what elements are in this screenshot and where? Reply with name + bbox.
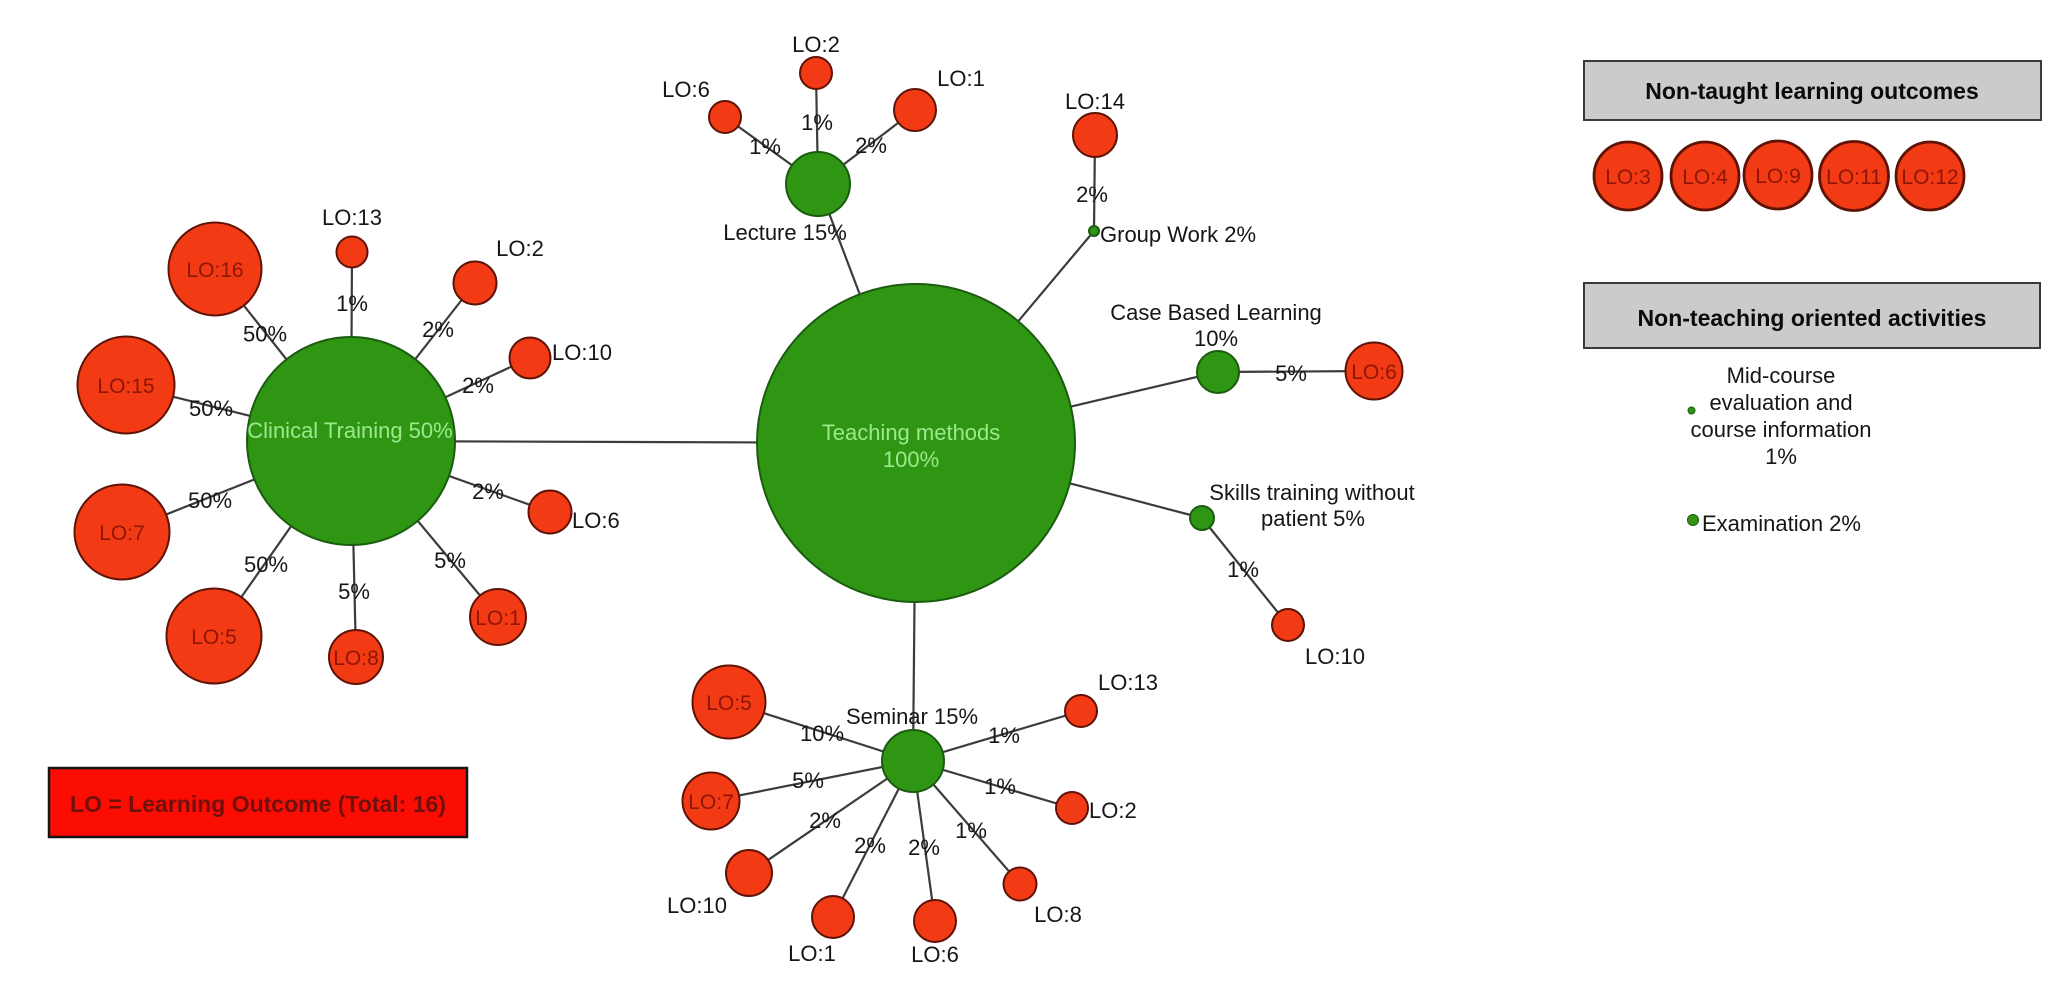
svg-text:2%: 2% [1076,182,1108,207]
svg-text:2%: 2% [472,479,504,504]
svg-text:LO:13: LO:13 [1098,670,1158,695]
svg-text:50%: 50% [188,488,232,513]
svg-text:LO:9: LO:9 [1755,165,1801,188]
svg-text:LO:2: LO:2 [1089,798,1137,823]
svg-text:LO:13: LO:13 [322,205,382,230]
svg-text:LO:16: LO:16 [186,259,243,282]
svg-text:LO:1: LO:1 [937,66,985,91]
svg-text:50%: 50% [244,552,288,577]
svg-text:course information: course information [1691,417,1872,442]
svg-text:1%: 1% [1765,444,1797,469]
svg-text:Lecture 15%: Lecture 15% [723,220,847,245]
svg-text:LO:11: LO:11 [1826,166,1882,189]
svg-text:LO:10: LO:10 [1305,644,1365,669]
svg-text:LO = Learning Outcome (Total:: LO = Learning Outcome (Total: 16) [70,791,446,817]
svg-text:LO:6: LO:6 [662,77,710,102]
svg-text:5%: 5% [434,548,466,573]
svg-text:Mid-course: Mid-course [1727,363,1836,388]
svg-text:5%: 5% [338,579,370,604]
svg-text:LO:7: LO:7 [99,522,145,545]
svg-text:evaluation and: evaluation and [1709,390,1852,415]
svg-text:2%: 2% [462,373,494,398]
svg-text:Case Based Learning: Case Based Learning [1110,300,1322,325]
svg-text:Examination 2%: Examination 2% [1702,511,1861,536]
svg-text:LO:12: LO:12 [1901,166,1958,189]
svg-text:LO:6: LO:6 [1351,361,1397,384]
svg-text:LO:7: LO:7 [688,791,734,814]
svg-text:LO:5: LO:5 [191,626,237,649]
svg-text:LO:14: LO:14 [1065,89,1125,114]
svg-text:2%: 2% [855,133,887,158]
svg-text:LO:6: LO:6 [572,508,620,533]
svg-text:2%: 2% [422,317,454,342]
svg-text:LO:3: LO:3 [1605,166,1651,189]
svg-text:patient 5%: patient 5% [1261,506,1365,531]
svg-text:Group Work 2%: Group Work 2% [1100,222,1256,247]
svg-text:LO:2: LO:2 [792,32,840,57]
svg-text:LO:10: LO:10 [552,340,612,365]
svg-text:1%: 1% [988,723,1020,748]
svg-text:2%: 2% [809,808,841,833]
svg-text:LO:1: LO:1 [475,607,521,630]
svg-text:5%: 5% [792,768,824,793]
svg-text:1%: 1% [749,134,781,159]
svg-text:100%: 100% [883,447,939,472]
svg-text:1%: 1% [955,818,987,843]
svg-text:Non-teaching oriented activiti: Non-teaching oriented activities [1638,305,1987,331]
svg-text:2%: 2% [854,833,886,858]
svg-text:Seminar 15%: Seminar 15% [846,704,978,729]
svg-text:LO:6: LO:6 [911,942,959,967]
svg-text:Skills training without: Skills training without [1209,480,1414,505]
svg-text:LO:15: LO:15 [97,375,154,398]
svg-text:Non-taught learning outcomes: Non-taught learning outcomes [1645,78,1979,104]
svg-text:LO:1: LO:1 [788,941,836,966]
svg-text:1%: 1% [984,774,1016,799]
svg-text:5%: 5% [1275,361,1307,386]
svg-text:LO:8: LO:8 [333,647,379,670]
svg-text:LO:8: LO:8 [1034,902,1082,927]
svg-text:50%: 50% [243,322,287,347]
svg-text:10%: 10% [1194,326,1238,351]
svg-text:LO:2: LO:2 [496,236,544,261]
svg-text:Teaching methods: Teaching methods [822,420,1001,445]
svg-text:LO:4: LO:4 [1682,166,1728,189]
svg-text:1%: 1% [1227,557,1259,582]
svg-text:50%: 50% [189,396,233,421]
svg-text:Clinical Training 50%: Clinical Training 50% [247,418,452,443]
svg-text:2%: 2% [908,835,940,860]
svg-text:LO:10: LO:10 [667,893,727,918]
svg-text:1%: 1% [801,110,833,135]
svg-text:1%: 1% [336,291,368,316]
svg-text:10%: 10% [800,721,844,746]
svg-text:LO:5: LO:5 [706,692,752,715]
